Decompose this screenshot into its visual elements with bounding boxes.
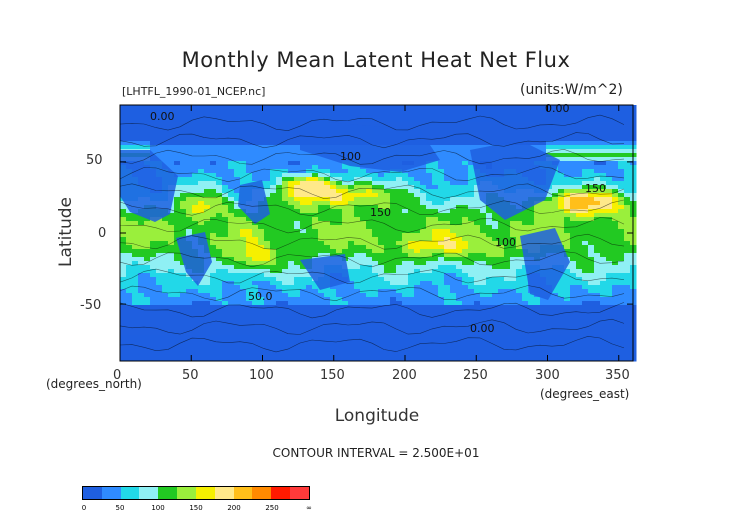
legend-swatch — [252, 487, 272, 499]
contour-label: 0.00 — [150, 110, 175, 123]
source-file-label: [LHTFL_1990-01_NCEP.nc] — [122, 85, 266, 98]
color-legend-bar — [82, 486, 310, 500]
y-tick-label: -50 — [80, 298, 102, 313]
land-mass — [470, 140, 560, 220]
legend-swatch — [195, 487, 215, 499]
land-mass — [520, 228, 570, 300]
legend-swatch — [177, 487, 196, 499]
y-tick-label: 50 — [86, 153, 103, 168]
land-mass — [120, 335, 633, 361]
x-tick-label: 100 — [249, 368, 274, 383]
legend-swatch — [139, 487, 159, 499]
contour-line — [119, 148, 625, 165]
legend-label: 250 — [265, 504, 279, 512]
legend-label: 50 — [115, 504, 125, 512]
contour-line — [119, 268, 625, 285]
contour-line — [119, 251, 625, 268]
y-axis-label: Latitude — [56, 197, 76, 267]
x-tick-label: 0 — [113, 368, 122, 383]
contour-line — [119, 114, 625, 132]
legend-swatch — [233, 487, 253, 499]
x-axis-label: Longitude — [334, 406, 420, 426]
legend-label: 100 — [151, 504, 165, 512]
units-label: (units:W/m^2) — [520, 82, 623, 98]
x-tick-label: 50 — [182, 368, 199, 383]
contour-line — [119, 199, 625, 217]
chart-title: Monthly Mean Latent Heat Net Flux — [181, 48, 571, 72]
x-tick-label: 250 — [463, 368, 488, 383]
contour-line — [119, 166, 625, 183]
contour-label: 150 — [585, 182, 606, 195]
y-tick-label: 0 — [98, 226, 107, 241]
land-mass — [238, 180, 270, 224]
contour-label: 0.00 — [545, 102, 570, 115]
legend-swatch — [120, 487, 140, 499]
legend-label: 150 — [189, 504, 203, 512]
contour-line — [119, 302, 625, 319]
land-mass — [120, 150, 178, 222]
legend-swatch — [101, 487, 121, 499]
legend-swatch — [271, 487, 291, 499]
contour-label: 150 — [370, 206, 391, 219]
x-tick-label: 200 — [392, 368, 417, 383]
land-mass — [300, 120, 440, 172]
legend-label: 0 — [81, 504, 87, 512]
contour-label: 50.0 — [248, 290, 273, 303]
legend-swatch — [214, 487, 234, 499]
contour-line — [119, 217, 625, 234]
legend-swatch — [158, 487, 178, 499]
land-mass — [176, 232, 212, 286]
contour-line — [119, 285, 625, 302]
x-axis-unit-label: (degrees_east) — [540, 387, 630, 401]
contour-label: 100 — [340, 150, 361, 163]
legend-swatch — [83, 487, 102, 499]
contour-label: 0.00 — [470, 322, 495, 335]
land-mass — [300, 254, 350, 290]
legend-label: ∞ — [306, 504, 312, 512]
contour-line — [119, 318, 625, 335]
contour-interval-label: CONTOUR INTERVAL = 2.500E+01 — [272, 446, 480, 460]
legend-swatch — [290, 487, 309, 499]
contour-line — [119, 335, 625, 353]
x-tick-label: 150 — [320, 368, 345, 383]
contour-line — [119, 183, 625, 200]
y-axis-unit-label: (degrees_north) — [46, 377, 142, 391]
contour-line — [119, 132, 625, 149]
legend-label: 200 — [227, 504, 241, 512]
land-mass — [120, 105, 633, 122]
x-tick-label: 350 — [605, 368, 630, 383]
x-tick-label: 300 — [535, 368, 560, 383]
contour-line — [119, 233, 625, 250]
contour-label: 100 — [495, 236, 516, 249]
